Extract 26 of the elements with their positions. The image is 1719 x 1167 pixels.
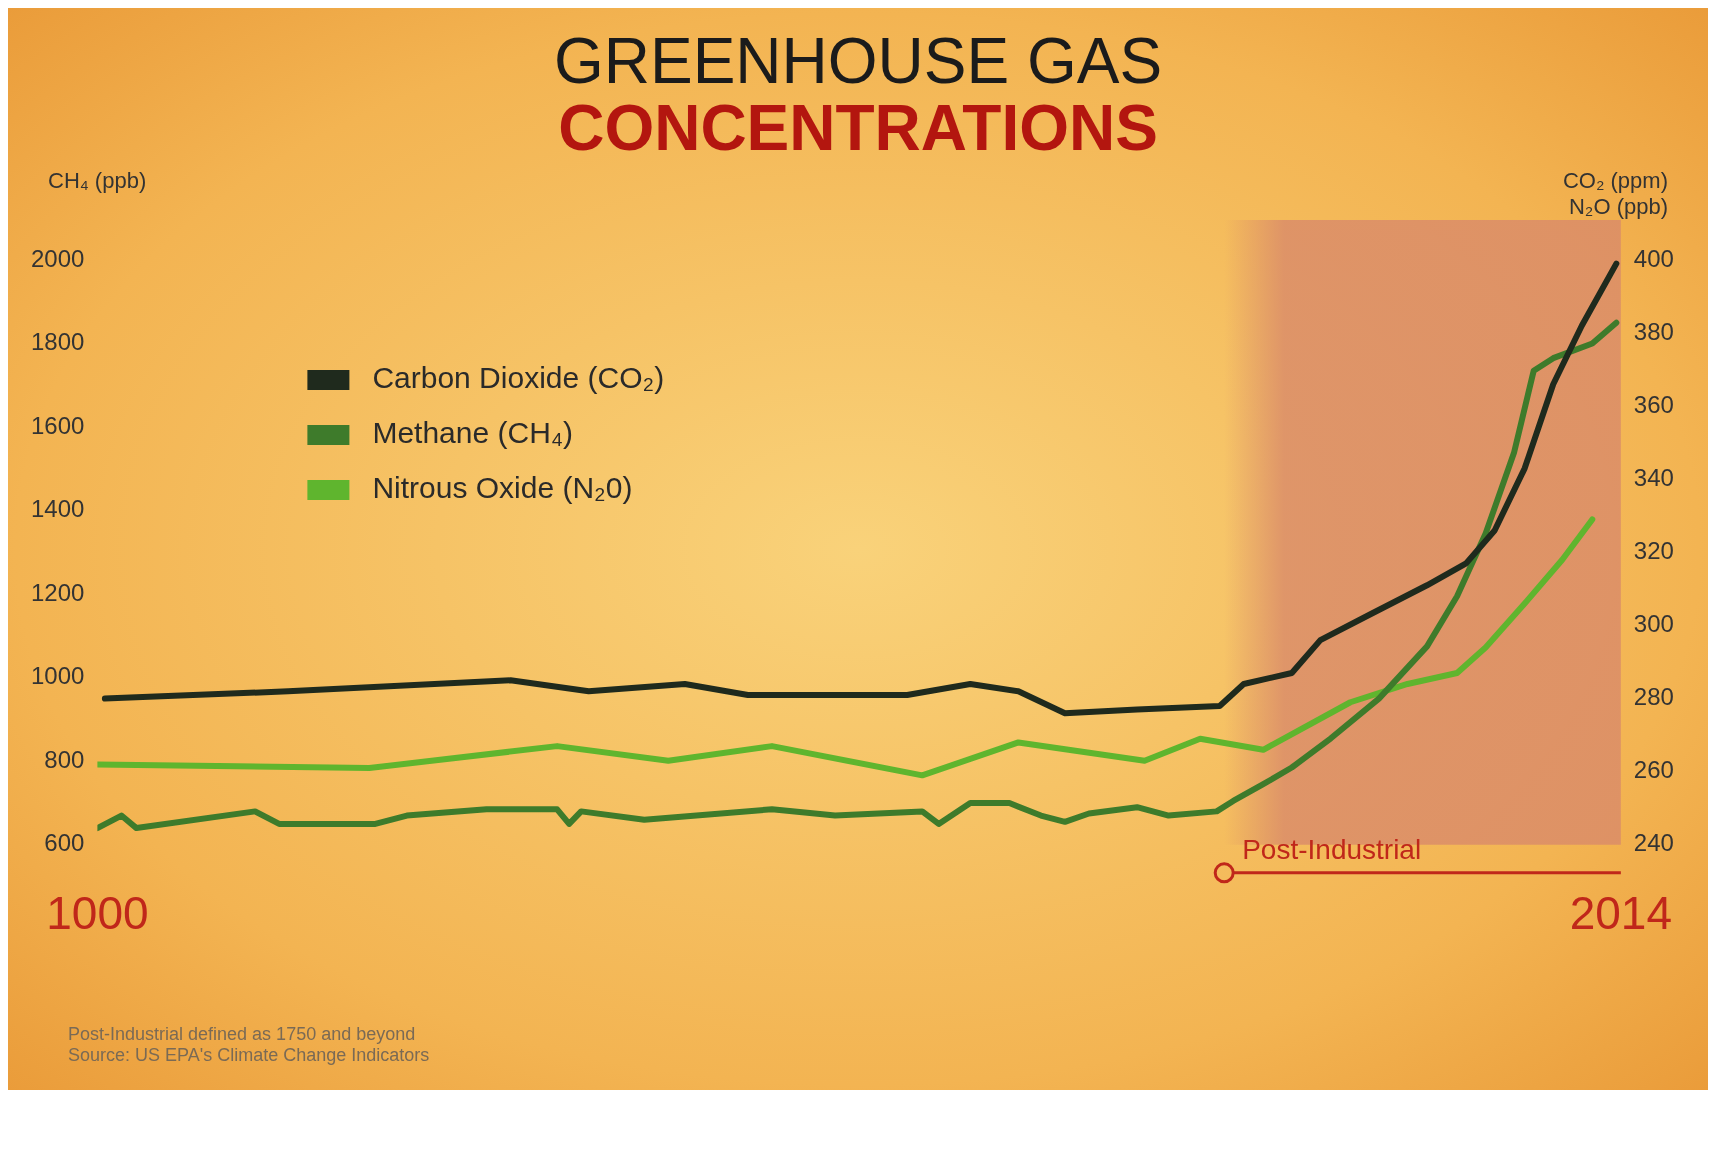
- y2-tick-label: 360: [1633, 391, 1674, 419]
- y2-tick-label: 240: [1633, 829, 1674, 857]
- legend-label: Carbon Dioxide (CO₂): [372, 361, 665, 395]
- y-tick-label: 1800: [31, 328, 85, 356]
- text: Post-Industrial defined as 1750 and beyond: [68, 1024, 417, 1046]
- y2-tick-label: 380: [1633, 318, 1674, 346]
- source-note: Source: US EPA's Climate Change Indicators: [68, 1045, 431, 1067]
- y2-tick-label: 320: [1633, 537, 1674, 565]
- y-tick-label: 600: [44, 829, 85, 857]
- legend-label: Methane (CH₄): [372, 416, 574, 450]
- y2-tick-label: 280: [1633, 683, 1674, 711]
- y2-axis-title: CO₂ (ppm) N₂O (ppb): [1561, 168, 1668, 221]
- y-tick-label: 1000: [31, 662, 85, 690]
- y2-tick-label: 260: [1633, 756, 1674, 784]
- y2-tick-label: 300: [1633, 610, 1674, 638]
- y-tick-label: 1600: [31, 412, 85, 440]
- x-tick-label: 2014: [1569, 887, 1673, 940]
- y-axis-title: CH₄ (ppb): [48, 168, 147, 196]
- legend-label: Nitrous Oxide (N₂0): [372, 471, 633, 505]
- y-tick-label: 1400: [31, 495, 85, 523]
- y-tick-label: 800: [44, 746, 85, 774]
- y-tick-label: 2000: [31, 245, 85, 272]
- y-tick-label: 1200: [31, 579, 85, 607]
- y2-tick-label: 340: [1633, 464, 1674, 492]
- band-label: Post-Industrial: [1242, 833, 1422, 865]
- y2-tick-label: 400: [1633, 245, 1674, 272]
